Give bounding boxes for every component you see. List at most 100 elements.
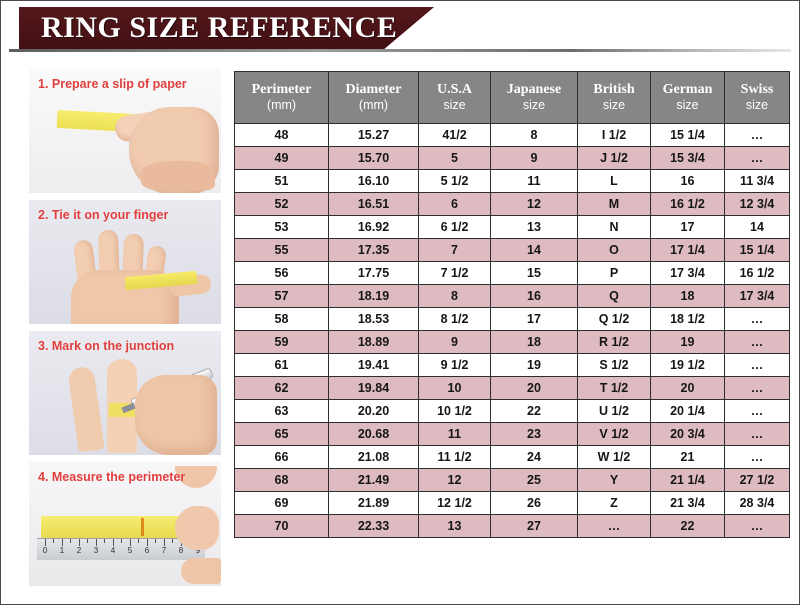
- cell-diameter: 21.08: [328, 445, 419, 469]
- ruler-tick-label: 2: [76, 546, 82, 555]
- cell-german: 17: [650, 215, 725, 239]
- table-row: 51 16.10 5 1/2 11 L 16 11 3/4: [234, 169, 790, 193]
- cell-swiss: …: [724, 399, 790, 423]
- cell-japanese: 11: [490, 169, 578, 193]
- cell-usa: 11 1/2: [418, 445, 491, 469]
- cell-british: N: [577, 215, 651, 239]
- cell-swiss: 15 1/4: [724, 238, 790, 262]
- cell-german: 22: [650, 514, 725, 538]
- ruler-minor-tick: [155, 539, 156, 543]
- cell-british: U 1/2: [577, 399, 651, 423]
- title-banner: RING SIZE REFERENCE: [19, 7, 434, 49]
- cell-swiss: …: [724, 146, 790, 170]
- cell-swiss: 11 3/4: [724, 169, 790, 193]
- step-panel-1: 1. Prepare a slip of paper: [29, 69, 221, 193]
- step-1-caption: 1. Prepare a slip of paper: [38, 77, 187, 91]
- cell-british: T 1/2: [577, 376, 651, 400]
- ruler-tick-label: 1: [59, 546, 65, 555]
- cell-diameter: 22.33: [328, 514, 419, 538]
- page-title: RING SIZE REFERENCE: [41, 11, 398, 44]
- table-row: 66 21.08 11 1/2 24 W 1/2 21…: [234, 445, 790, 469]
- cell-swiss: 28 3/4: [724, 491, 790, 515]
- table-row: 48 15.27 41/2 8 I 1/2 15 1/4…: [234, 123, 790, 147]
- column-header-german: German size: [650, 71, 725, 124]
- ruler-tick-label: 3: [93, 546, 99, 555]
- cell-german: 21 3/4: [650, 491, 725, 515]
- cell-perimeter: 51: [234, 169, 329, 193]
- cell-british: Y: [577, 468, 651, 492]
- cell-swiss: 14: [724, 215, 790, 239]
- cell-german: 15 1/4: [650, 123, 725, 147]
- column-header-sub: size: [745, 98, 769, 113]
- cell-japanese: 23: [490, 422, 578, 446]
- column-header-main: Diameter: [345, 82, 402, 98]
- step-panel-3: 3. Mark on the junction: [29, 331, 221, 455]
- cell-german: 15 3/4: [650, 146, 725, 170]
- table-row: 57 18.19 8 16 Q 18 17 3/4: [234, 284, 790, 308]
- column-header-perimeter: Perimeter (mm): [234, 71, 329, 124]
- cell-german: 18: [650, 284, 725, 308]
- open-palm-with-paper-band-photo: [29, 200, 221, 324]
- title-banner-area: RING SIZE REFERENCE: [1, 7, 799, 53]
- cell-diameter: 15.70: [328, 146, 419, 170]
- cell-perimeter: 56: [234, 261, 329, 285]
- cell-usa: 7 1/2: [418, 261, 491, 285]
- cell-usa: 8 1/2: [418, 307, 491, 331]
- table-row: 65 20.68 11 23 V 1/2 20 3/4…: [234, 422, 790, 446]
- cell-usa: 5 1/2: [418, 169, 491, 193]
- column-header-main: German: [662, 82, 713, 98]
- cell-japanese: 8: [490, 123, 578, 147]
- cell-british: …: [577, 514, 651, 538]
- cell-german: 16 1/2: [650, 192, 725, 216]
- cell-diameter: 18.19: [328, 284, 419, 308]
- column-header-sub: size: [522, 98, 546, 113]
- cell-british: O: [577, 238, 651, 262]
- cell-diameter: 21.49: [328, 468, 419, 492]
- ruler-minor-tick: [87, 539, 88, 543]
- cell-british: P: [577, 261, 651, 285]
- cell-swiss: 16 1/2: [724, 261, 790, 285]
- table-row: 56 17.75 7 1/2 15 P 17 3/4 16 1/2: [234, 261, 790, 285]
- ruler-minor-tick: [53, 539, 54, 543]
- cell-japanese: 22: [490, 399, 578, 423]
- cell-perimeter: 58: [234, 307, 329, 331]
- cell-swiss: 27 1/2: [724, 468, 790, 492]
- cell-usa: 8: [418, 284, 491, 308]
- cell-perimeter: 52: [234, 192, 329, 216]
- cell-diameter: 16.10: [328, 169, 419, 193]
- cell-german: 18 1/2: [650, 307, 725, 331]
- cell-perimeter: 70: [234, 514, 329, 538]
- cell-german: 20 3/4: [650, 422, 725, 446]
- step-4-caption: 4. Measure the perimeter: [38, 470, 186, 484]
- cell-japanese: 18: [490, 330, 578, 354]
- table-row: 68 21.49 12 25 Y 21 1/4 27 1/2: [234, 468, 790, 492]
- cell-perimeter: 53: [234, 215, 329, 239]
- cell-diameter: 19.41: [328, 353, 419, 377]
- cell-usa: 41/2: [418, 123, 491, 147]
- ruler-tick: [62, 539, 63, 546]
- cell-perimeter: 65: [234, 422, 329, 446]
- column-header-main: Perimeter: [251, 82, 312, 98]
- cell-swiss: …: [724, 330, 790, 354]
- cell-japanese: 15: [490, 261, 578, 285]
- cell-swiss: …: [724, 445, 790, 469]
- ruler-minor-tick: [172, 539, 173, 543]
- ruler-minor-tick: [138, 539, 139, 543]
- column-header-british: British size: [577, 71, 651, 124]
- step-panel-4: 0 1 2 3 4 5 6 7 8 9 4. Measure the perimeter: [29, 462, 221, 586]
- column-header-usa: U.S.A size: [418, 71, 491, 124]
- cell-usa: 12: [418, 468, 491, 492]
- cell-british: L: [577, 169, 651, 193]
- cell-german: 17 1/4: [650, 238, 725, 262]
- cell-swiss: …: [724, 353, 790, 377]
- cell-british: R 1/2: [577, 330, 651, 354]
- cell-diameter: 20.20: [328, 399, 419, 423]
- cell-british: V 1/2: [577, 422, 651, 446]
- step-2-caption: 2. Tie it on your finger: [38, 208, 169, 222]
- ruler-tick-label: 8: [178, 546, 184, 555]
- column-header-sub: size: [443, 98, 466, 113]
- cell-japanese: 19: [490, 353, 578, 377]
- ruler-minor-tick: [70, 539, 71, 543]
- cell-diameter: 17.75: [328, 261, 419, 285]
- column-header-diameter: Diameter (mm): [328, 71, 419, 124]
